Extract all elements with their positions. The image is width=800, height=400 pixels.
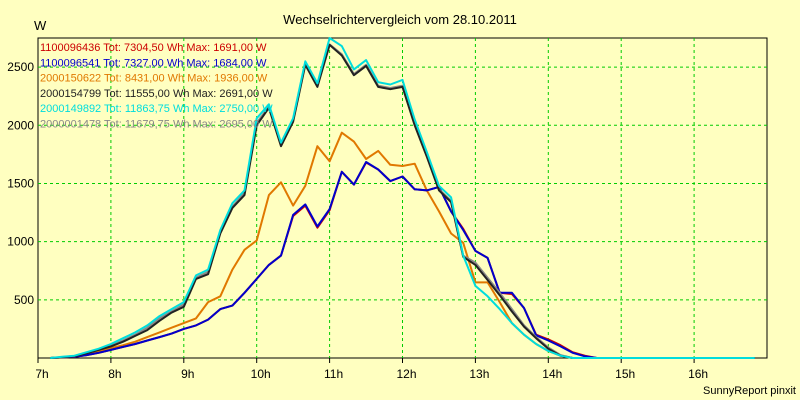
x-tick-label: 13h	[469, 367, 489, 381]
series-line-2000149892	[50, 37, 755, 359]
x-tick-label: 8h	[108, 367, 121, 381]
x-tick-label: 7h	[35, 367, 48, 381]
y-tick-label: 1000	[7, 235, 34, 249]
grid-lines	[38, 38, 767, 358]
series-lines	[50, 37, 755, 359]
y-tick-label: 500	[14, 293, 34, 307]
x-tick-label: 10h	[251, 367, 271, 381]
y-axis-label: W	[34, 18, 47, 33]
legend-entry-2000149892: 2000149892 Tot: 11863,75 Wh Max: 2750,00…	[40, 103, 273, 115]
legend-entry-2000154799: 2000154799 Tot: 11555,00 Wh Max: 2691,00…	[40, 88, 273, 100]
footer-label: SunnyReport pinxit	[703, 385, 796, 397]
legend-entry-2000150622: 2000150622 Tot: 8431,00 Wh Max: 1936,00 …	[40, 73, 268, 85]
axis-ticks: 7h 8h 9h 10h 11h 12h 13h 14h 15h 16h 500 1000 1500 20…	[7, 60, 708, 381]
y-tick-label: 2500	[7, 60, 34, 74]
x-tick-label: 12h	[396, 367, 416, 381]
x-tick-label: 14h	[542, 367, 562, 381]
x-tick-label: 11h	[324, 367, 343, 381]
legend-entry-1100096541: 1100096541 Tot: 7327,00 Wh Max: 1684,00 …	[40, 57, 267, 69]
y-tick-label: 1500	[7, 176, 34, 190]
legend-entry-2000001478: 2000001478 Tot: 11679,75 Wh Max: 2695,00…	[40, 119, 273, 131]
x-tick-label: 16h	[688, 367, 708, 381]
x-tick-label: 15h	[615, 367, 635, 381]
chart-title: Wechselrichtervergleich vom 28.10.2011	[283, 12, 517, 27]
legend-entry-1100096436: 1100096436 Tot: 7304,50 Wh Max: 1691,00 …	[40, 42, 267, 54]
y-tick-label: 2000	[7, 118, 34, 132]
x-tick-label: 9h	[181, 367, 194, 381]
legend: 1100096436 Tot: 7304,50 Wh Max: 1691,00 …	[40, 42, 273, 131]
